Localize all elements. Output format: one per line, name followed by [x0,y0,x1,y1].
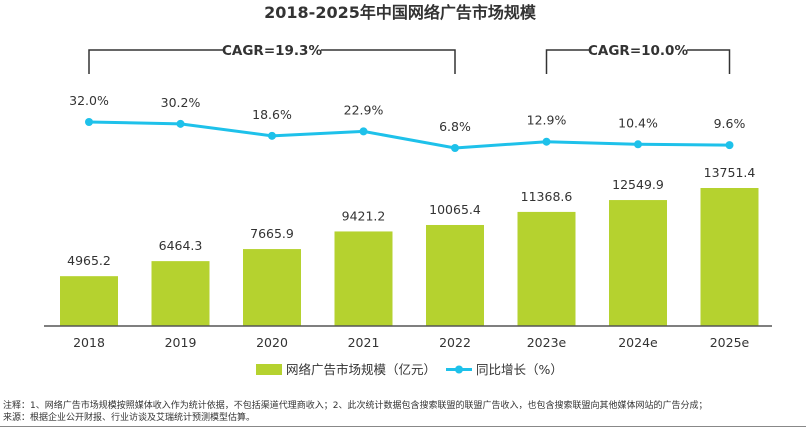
chart-canvas: 2018-2025年中国网络广告市场规模 CAGR=19.3% CAGR=10.… [44,3,772,377]
growth-point-2019 [176,119,185,128]
growth-point-2021 [359,127,368,136]
growth-point-2020 [268,131,276,140]
growth-point-2022 [451,144,459,152]
x-tick-2018: 2018 [73,335,105,350]
growth-label-2024e: 10.4% [618,115,658,130]
legend-bar-label: 网络广告市场规模（亿元） [286,362,436,377]
bar-2018 [60,276,118,326]
bar-value-label-2022: 10065.4 [429,202,481,217]
cagr-bracket-2018-2022 [88,49,456,74]
x-tick-2024e: 2024e [618,335,658,350]
bar-value-label-2025e: 13751.4 [704,165,756,180]
growth-label-2018: 32.0% [69,93,109,108]
bar-value-label-2018: 4965.2 [67,253,111,268]
x-tick-2019: 2019 [165,335,197,350]
footnote-source: 来源：根据企业公开财报、行业访谈及艾瑞统计预测模型估算。 [3,413,256,423]
cagr-annotations: CAGR=19.3% CAGR=10.0% [88,43,731,74]
growth-label-2022: 6.8% [439,119,471,134]
growth-label-2019: 30.2% [161,95,201,110]
x-tick-2023e: 2023e [527,335,567,350]
growth-point-2024e [634,140,642,149]
growth-label-2021: 22.9% [344,102,384,117]
cagr-bracket-2023-2025 [545,49,731,74]
bar-value-label-2024e: 12549.9 [612,177,664,192]
bar-series [60,188,759,326]
bar-value-label-2023e: 11368.6 [521,189,573,204]
cagr-label-2018-2022: CAGR=19.3% [222,43,322,59]
legend: 网络广告市场规模（亿元） 同比增长（%） [256,362,563,377]
chart-title: 2018-2025年中国网络广告市场规模 [264,3,537,22]
growth-point-2023e [542,137,551,146]
bar-2025e [700,188,759,326]
legend-line-marker [455,365,463,374]
x-axis-tick-labels: 2018 2019 2020 2021 2022 2023e 2024e 2025e [73,335,749,350]
growth-rate-line [88,120,730,150]
bar-value-labels: 4965.2 6464.3 7665.9 9421.2 10065.4 11368.6 12… [67,165,755,268]
growth-rate-points [85,118,734,152]
bar-2022 [426,224,484,326]
bar-2021 [334,231,393,326]
bar-value-label-2019: 6464.3 [159,238,203,253]
bar-2024e [609,200,667,326]
bar-value-label-2021: 9421.2 [342,208,386,223]
x-tick-2022: 2022 [439,335,471,350]
x-tick-2025e: 2025e [710,335,750,350]
bar-2019 [151,261,210,326]
x-tick-2021: 2021 [348,335,380,350]
growth-label-2020: 18.6% [252,107,292,122]
growth-rate-labels: 32.0% 30.2% 18.6% 22.9% 6.8% 12.9% 10.4% 9.6% [69,93,745,134]
growth-point-2025e [725,141,734,150]
bar-2023e [517,211,576,326]
bar-value-label-2020: 7665.9 [250,226,294,241]
footnote-notes: 注释：1、网络广告市场规模按照媒体收入作为统计依据，不包括渠道代理商收入；2、此… [3,401,708,411]
x-tick-2020: 2020 [256,335,288,350]
footer-divider [0,426,806,427]
legend-bar-swatch [256,364,282,375]
growth-label-2023e: 12.9% [527,113,567,128]
bar-2020 [243,249,301,326]
growth-label-2025e: 9.6% [714,116,746,131]
cagr-label-2023-2025: CAGR=10.0% [588,43,688,59]
legend-line-label: 同比增长（%） [476,362,563,377]
growth-point-2018 [85,118,93,126]
